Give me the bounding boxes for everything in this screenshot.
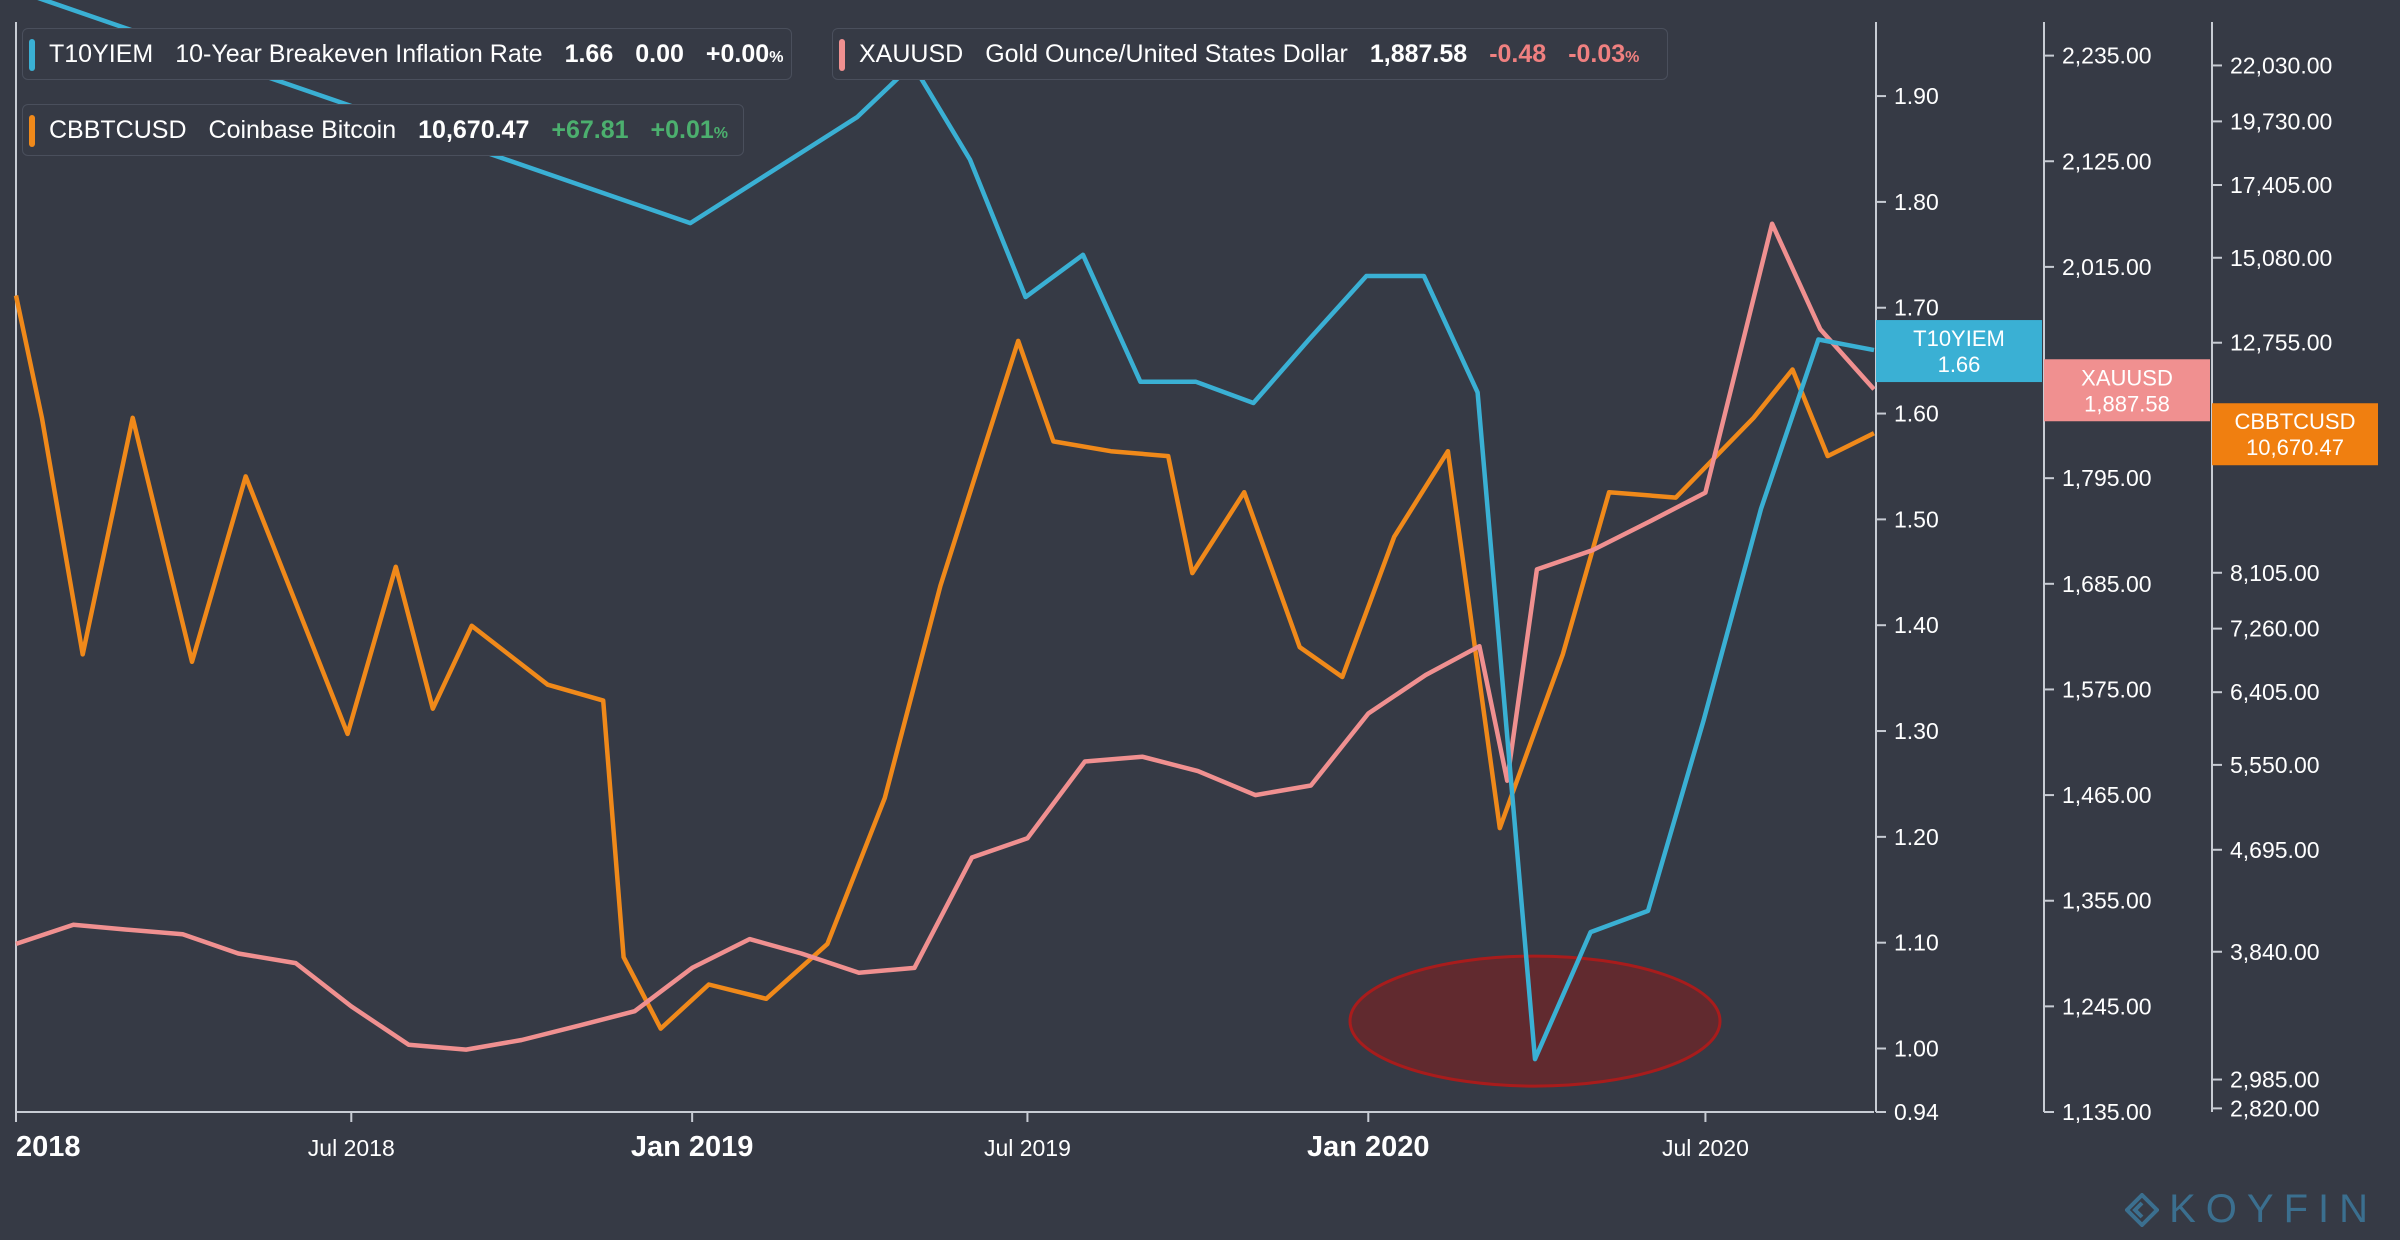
btc-tick-label: 6,405.00 — [2230, 679, 2320, 705]
legend-change: +67.81 — [551, 115, 629, 144]
legend-percent: -0.03% — [1568, 40, 1639, 69]
btc-tick-label: 5,550.00 — [2230, 752, 2320, 778]
legend-t10yiem[interactable]: T10YIEM 10-Year Breakeven Inflation Rate… — [22, 28, 792, 80]
koyfin-logo-icon — [2125, 1192, 2160, 1227]
legend-symbol: T10YIEM — [49, 39, 154, 68]
t10-tick-label: 1.10 — [1894, 930, 1939, 956]
legend-value: 1,887.58 — [1369, 39, 1468, 68]
gold-tick-label: 1,135.00 — [2062, 1099, 2152, 1125]
btc-tick-label: 2,820.00 — [2230, 1095, 2320, 1121]
gold-tick-label: 1,685.00 — [2062, 571, 2152, 597]
legend-change: 0.00 — [635, 39, 684, 68]
btc-tick-label: 2,985.00 — [2230, 1067, 2320, 1093]
legend-cbbtcusd[interactable]: CBBTCUSD Coinbase Bitcoin 10,670.47 +67.… — [22, 104, 744, 156]
legend-change: -0.48 — [1489, 39, 1547, 68]
btc-tick-label: 12,755.00 — [2230, 330, 2332, 356]
price-tag-xauusd — [2044, 359, 2210, 422]
t10-tick-label: 1.40 — [1894, 612, 1939, 638]
series-line-cbbtcusd — [13, 295, 1875, 1031]
t10-tick-label: 1.20 — [1894, 824, 1939, 850]
btc-tick-label: 7,260.00 — [2230, 616, 2320, 642]
t10-tick-label: 1.50 — [1894, 506, 1939, 532]
price-tag-t10yiem — [1876, 320, 2042, 383]
btc-tick-label: 22,030.00 — [2230, 52, 2332, 78]
price-tag-cbbtcusd — [2212, 403, 2378, 466]
legend-xauusd[interactable]: XAUUSD Gold Ounce/United States Dollar 1… — [832, 28, 1668, 80]
legend-percent-unit: % — [769, 48, 784, 66]
legend-name: Gold Ounce/United States Dollar — [985, 39, 1348, 68]
price-tag-label: T10YIEM — [1913, 326, 2005, 351]
gold-tick-label: 1,575.00 — [2062, 676, 2152, 702]
gold-tick-label: 2,125.00 — [2062, 148, 2152, 174]
highlight-ellipse — [1348, 954, 1722, 1088]
price-tag-value: 1.66 — [1938, 352, 1981, 377]
btc-tick-label: 4,695.00 — [2230, 837, 2320, 863]
t10-tick-label: 1.80 — [1894, 189, 1939, 215]
legend-percent: +0.01% — [651, 116, 729, 145]
legend-symbol: CBBTCUSD — [49, 115, 187, 144]
x-tick-label: Jan 2019 — [631, 1131, 754, 1163]
legend-percent-value: +0.00 — [705, 39, 770, 68]
gold-tick-label: 1,245.00 — [2062, 993, 2152, 1019]
price-tag-label: XAUUSD — [2081, 365, 2173, 390]
legend-name: Coinbase Bitcoin — [208, 115, 397, 144]
series-line-t10yiem — [37, 0, 1875, 1062]
gold-tick-label: 2,015.00 — [2062, 254, 2152, 280]
legend-percent-value: +0.01 — [650, 115, 714, 144]
btc-tick-label: 3,840.00 — [2230, 939, 2320, 965]
price-tag-value: 10,670.47 — [2246, 435, 2344, 460]
legend-percent-unit: % — [713, 124, 729, 142]
gold-tick-label: 2,235.00 — [2062, 43, 2152, 69]
t10-tick-label: 1.90 — [1894, 83, 1939, 109]
legend-value: 10,670.47 — [418, 115, 530, 144]
legend-value: 1.66 — [564, 39, 614, 68]
t10-tick-label: 1.00 — [1894, 1036, 1939, 1062]
btc-tick-label: 8,105.00 — [2230, 560, 2320, 586]
btc-tick-label: 19,730.00 — [2230, 108, 2332, 134]
price-tag-label: CBBTCUSD — [2234, 409, 2355, 434]
t10-tick-label: 1.60 — [1894, 401, 1939, 427]
btc-tick-label: 15,080.00 — [2230, 245, 2332, 271]
t10-tick-label: 1.30 — [1894, 718, 1939, 744]
t10-tick-label: 0.94 — [1894, 1099, 1939, 1125]
x-tick-label: 2018 — [16, 1131, 81, 1163]
price-tag-value: 1,887.58 — [2084, 391, 2170, 416]
t10-tick-label: 1.70 — [1894, 295, 1939, 321]
koyfin-logo-text: KOYFIN — [2169, 1187, 2378, 1231]
series-color-swatch — [29, 115, 35, 147]
legend-percent-unit: % — [1625, 48, 1640, 66]
btc-tick-label: 17,405.00 — [2230, 172, 2332, 198]
legend-symbol: XAUUSD — [859, 39, 964, 68]
x-tick-label: Jul 2018 — [308, 1135, 395, 1161]
gold-tick-label: 1,795.00 — [2062, 465, 2152, 491]
gold-tick-label: 1,355.00 — [2062, 888, 2152, 914]
x-tick-label: Jul 2020 — [1662, 1135, 1749, 1161]
series-color-swatch — [839, 39, 845, 71]
series-line-xauusd — [15, 221, 1876, 1052]
legend-percent: +0.00% — [706, 40, 784, 69]
legend-name: 10-Year Breakeven Inflation Rate — [175, 39, 543, 68]
series-color-swatch — [29, 39, 35, 71]
legend-percent-value: -0.03 — [1568, 39, 1626, 68]
x-tick-label: Jul 2019 — [984, 1135, 1071, 1161]
gold-tick-label: 1,465.00 — [2062, 782, 2152, 808]
x-tick-label: Jan 2020 — [1307, 1131, 1430, 1163]
koyfin-logo[interactable]: KOYFIN — [2125, 1187, 2378, 1232]
